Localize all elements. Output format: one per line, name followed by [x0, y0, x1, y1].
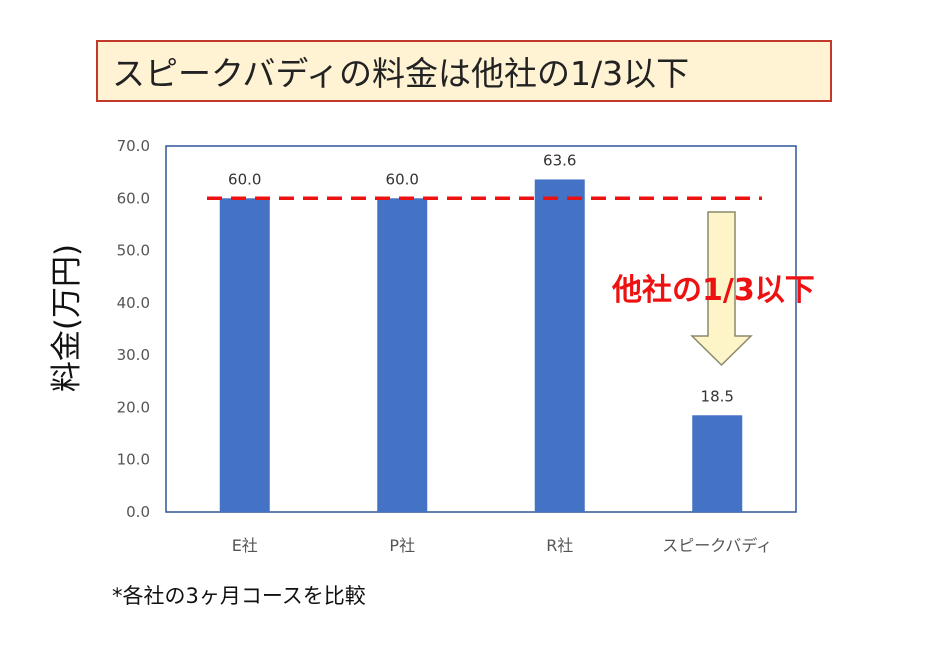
- x-category-label: E社: [232, 536, 258, 555]
- data-labels: 60.0 60.0 63.6 18.5: [228, 151, 734, 405]
- x-category-label: R社: [546, 536, 573, 555]
- bar-series: [219, 179, 743, 513]
- bar-value-label: 63.6: [543, 151, 576, 169]
- y-axis-ticks: 0.0 10.0 20.0 30.0 40.0 50.0 60.0 70.0: [117, 137, 150, 521]
- bar: [692, 415, 743, 512]
- x-axis-categories: E社 P社 R社 スピークバディ: [232, 536, 773, 555]
- bar-value-label: 60.0: [228, 170, 261, 188]
- y-tick-label: 20.0: [117, 398, 150, 416]
- plot-area-frame: [165, 145, 797, 513]
- footnote: *各社の3ヶ月コースを比較: [112, 584, 366, 608]
- y-tick-label: 50.0: [117, 242, 150, 260]
- y-tick-label: 0.0: [126, 503, 150, 521]
- bar-value-label: 60.0: [386, 170, 419, 188]
- y-tick-label: 30.0: [117, 346, 150, 364]
- y-tick-label: 60.0: [117, 189, 150, 207]
- y-axis-label: 料金(万円): [49, 244, 85, 392]
- chart-title: スピークバディの料金は他社の1/3以下: [112, 54, 690, 93]
- x-category-label: スピークバディ: [662, 536, 772, 555]
- x-category-label: P社: [389, 536, 415, 555]
- down-arrow-icon: [690, 211, 753, 367]
- bar-value-label: 18.5: [701, 387, 734, 405]
- chart-title-box: スピークバディの料金は他社の1/3以下: [96, 40, 832, 102]
- y-tick-label: 10.0: [117, 451, 150, 469]
- bar: [377, 198, 428, 513]
- y-tick-label: 40.0: [117, 294, 150, 312]
- y-tick-label: 70.0: [117, 137, 150, 155]
- bar: [219, 198, 270, 513]
- bar: [534, 179, 585, 512]
- callout-text: 他社の1/3以下: [611, 273, 815, 308]
